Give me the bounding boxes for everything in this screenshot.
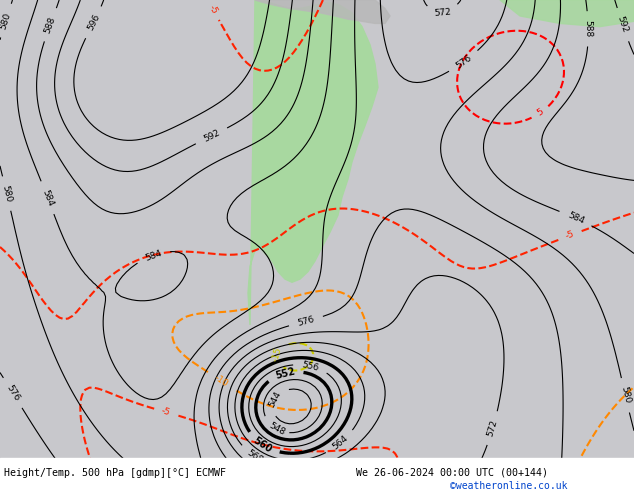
Text: 588: 588 xyxy=(584,20,593,38)
Text: 556: 556 xyxy=(301,360,320,372)
Text: 584: 584 xyxy=(566,211,585,226)
Polygon shape xyxy=(255,0,390,24)
Text: 584: 584 xyxy=(144,248,163,262)
Polygon shape xyxy=(500,0,634,26)
Text: ©weatheronline.co.uk: ©weatheronline.co.uk xyxy=(450,481,567,490)
Text: 572: 572 xyxy=(486,419,500,438)
Text: 572: 572 xyxy=(434,8,451,18)
Text: 5: 5 xyxy=(536,107,545,118)
Text: 592: 592 xyxy=(616,15,630,34)
Text: -5: -5 xyxy=(160,407,172,417)
Polygon shape xyxy=(248,0,378,325)
Text: 544: 544 xyxy=(268,390,283,409)
Text: 576: 576 xyxy=(454,53,474,71)
Text: 580: 580 xyxy=(0,11,13,30)
Text: -10: -10 xyxy=(567,462,581,479)
Text: 584: 584 xyxy=(41,188,55,207)
Text: Height/Temp. 500 hPa [gdmp][°C] ECMWF: Height/Temp. 500 hPa [gdmp][°C] ECMWF xyxy=(4,468,226,478)
Text: -5: -5 xyxy=(207,3,219,16)
Text: 564: 564 xyxy=(331,434,350,452)
Text: 576: 576 xyxy=(297,315,316,328)
Text: 552: 552 xyxy=(274,366,296,381)
Text: 580: 580 xyxy=(619,386,631,405)
Text: 580: 580 xyxy=(1,184,13,203)
Text: 576: 576 xyxy=(4,383,21,403)
Text: We 26-06-2024 00:00 UTC (00+144): We 26-06-2024 00:00 UTC (00+144) xyxy=(356,468,548,478)
Text: -10: -10 xyxy=(212,373,230,389)
Text: 596: 596 xyxy=(86,13,101,32)
Text: -5: -5 xyxy=(564,230,576,241)
Bar xyxy=(0,458,634,490)
Text: 568: 568 xyxy=(245,448,265,466)
Text: -15: -15 xyxy=(271,346,283,363)
Text: 548: 548 xyxy=(267,421,286,437)
Text: 588: 588 xyxy=(43,15,58,34)
Text: 592: 592 xyxy=(202,128,221,144)
Text: 560: 560 xyxy=(252,435,274,454)
